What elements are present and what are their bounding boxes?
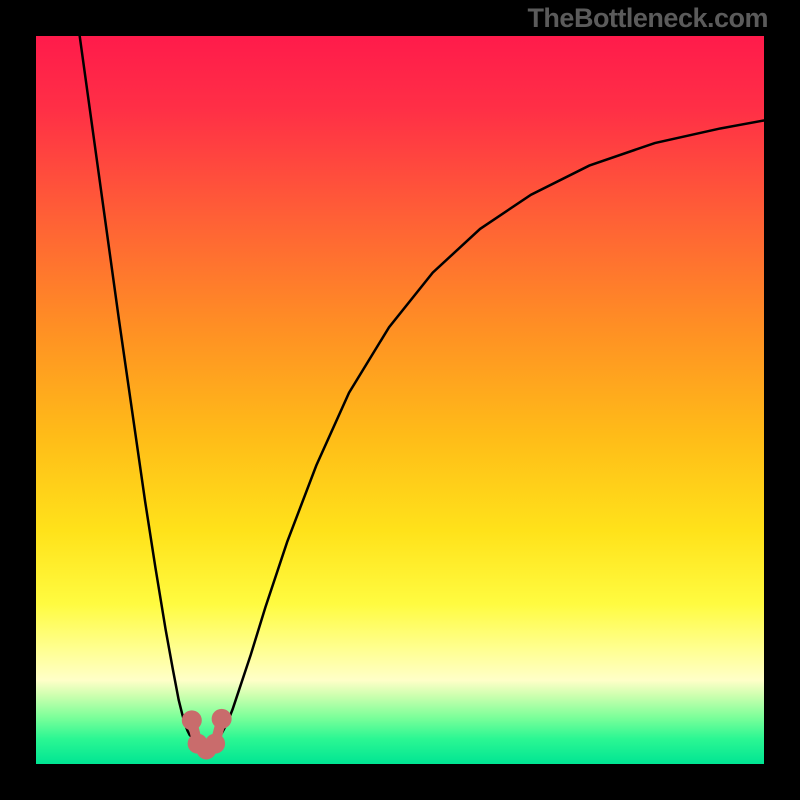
chart-plot-area [36,36,764,764]
marker-dot [212,709,232,729]
watermark-text: TheBottleneck.com [527,3,768,34]
marker-dot [182,710,202,730]
curve-left-branch [80,36,194,739]
marker-dot [205,734,225,754]
curve-right-branch [218,120,764,738]
curve-overlay [36,36,764,764]
